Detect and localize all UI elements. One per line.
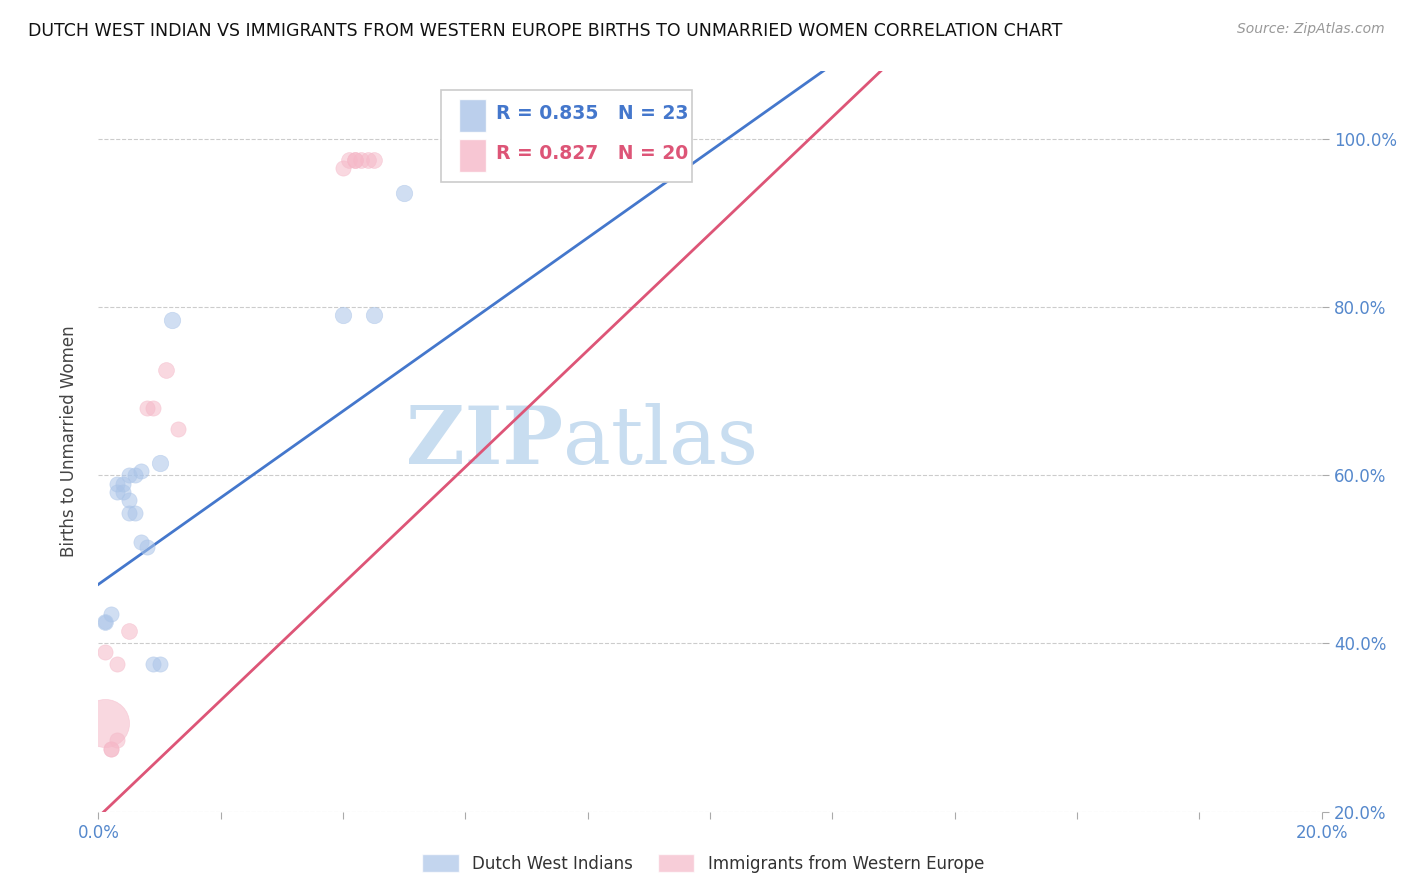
Text: atlas: atlas xyxy=(564,402,758,481)
Point xyxy=(93,645,115,659)
Point xyxy=(105,476,128,491)
Point xyxy=(93,716,115,731)
Y-axis label: Births to Unmarried Women: Births to Unmarried Women xyxy=(59,326,77,558)
Point xyxy=(516,119,538,133)
Point xyxy=(392,186,416,201)
Point xyxy=(344,153,367,167)
Point xyxy=(100,741,122,756)
Point xyxy=(155,363,177,377)
Point xyxy=(118,624,141,638)
Point xyxy=(142,657,165,672)
Point xyxy=(129,464,152,478)
FancyBboxPatch shape xyxy=(460,99,486,132)
Point xyxy=(516,153,538,167)
Point xyxy=(149,456,172,470)
Point xyxy=(363,309,385,323)
Point xyxy=(105,733,128,747)
Point xyxy=(332,161,354,175)
Text: Source: ZipAtlas.com: Source: ZipAtlas.com xyxy=(1237,22,1385,37)
Text: DUTCH WEST INDIAN VS IMMIGRANTS FROM WESTERN EUROPE BIRTHS TO UNMARRIED WOMEN CO: DUTCH WEST INDIAN VS IMMIGRANTS FROM WES… xyxy=(28,22,1063,40)
Point xyxy=(118,493,141,508)
Point xyxy=(105,657,128,672)
Point xyxy=(350,153,373,167)
Point xyxy=(142,401,165,415)
Point xyxy=(124,506,146,520)
Point xyxy=(337,153,360,167)
Point xyxy=(124,468,146,483)
Point xyxy=(129,535,152,549)
Point xyxy=(344,153,367,167)
Point xyxy=(332,309,354,323)
Point xyxy=(160,312,183,326)
Point xyxy=(93,615,115,630)
Point xyxy=(546,153,568,167)
Point xyxy=(118,506,141,520)
FancyBboxPatch shape xyxy=(441,90,692,183)
Point xyxy=(111,485,134,500)
Point xyxy=(105,485,128,500)
Text: R = 0.835   N = 23: R = 0.835 N = 23 xyxy=(496,103,689,123)
Point xyxy=(363,153,385,167)
Point xyxy=(100,607,122,621)
Point xyxy=(136,540,159,554)
Point xyxy=(111,476,134,491)
Point xyxy=(118,468,141,483)
Point xyxy=(149,657,172,672)
Point xyxy=(93,615,115,630)
FancyBboxPatch shape xyxy=(460,138,486,172)
Text: ZIP: ZIP xyxy=(406,402,564,481)
Point xyxy=(100,741,122,756)
Point xyxy=(167,422,190,436)
Point xyxy=(356,153,378,167)
Point xyxy=(136,401,159,415)
Text: R = 0.827   N = 20: R = 0.827 N = 20 xyxy=(496,144,688,162)
Legend: Dutch West Indians, Immigrants from Western Europe: Dutch West Indians, Immigrants from West… xyxy=(415,847,991,880)
